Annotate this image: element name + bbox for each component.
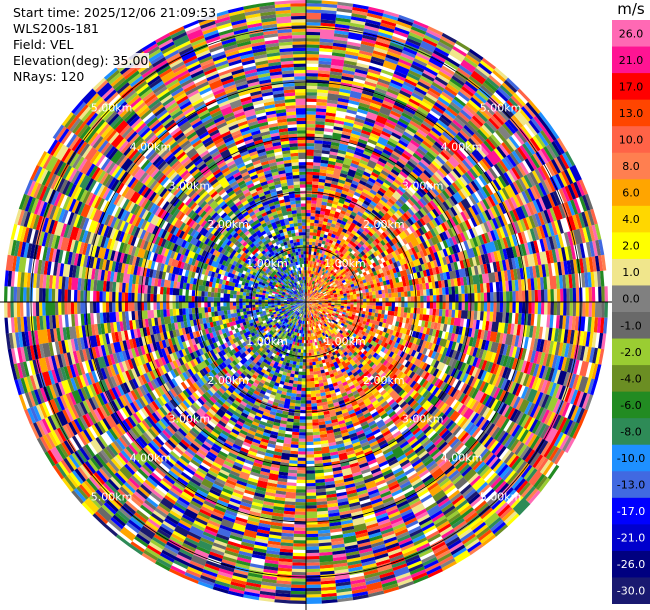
colorbar-unit: m/s — [617, 0, 645, 18]
velocity-gate-group — [16, 1, 602, 603]
velocity-gate-group — [4, 15, 604, 604]
colorbar-tick-label: 8.0 — [622, 160, 640, 173]
range-ring-label: 3.00km — [169, 413, 211, 426]
colorbar-segment — [612, 312, 650, 340]
range-ring-label: 1.00km — [246, 335, 288, 348]
range-ring-label: 1.00km — [324, 257, 366, 270]
colorbar-tick-label: 1.0 — [622, 266, 640, 279]
range-ring-label: 2.00km — [207, 218, 249, 231]
range-ring-label: 5.00km — [91, 491, 133, 504]
range-ring-label: 1.00km — [246, 257, 288, 270]
colorbar-segment — [612, 179, 650, 207]
colorbar-tick-label: -21.0 — [617, 532, 645, 545]
colorbar-segment — [612, 550, 650, 579]
colorbar-segment — [612, 497, 650, 525]
nrays-label: NRays: 120 — [12, 69, 86, 84]
colorbar-segment — [612, 152, 650, 180]
colorbar-segment — [612, 577, 650, 604]
start-time-label: Start time: 2025/12/06 21:09:53 — [12, 5, 218, 20]
colorbar-tick-label: 10.0 — [619, 133, 644, 146]
colorbar-segment — [612, 20, 650, 48]
colorbar-segment — [612, 365, 650, 393]
colorbar-segment — [612, 444, 650, 472]
colorbar-segment — [612, 524, 650, 552]
colorbar-tick-label: -10.0 — [617, 452, 645, 465]
colorbar-segment — [612, 126, 650, 154]
velocity-gate-group — [4, 1, 605, 595]
range-ring-label: 3.00km — [402, 413, 444, 426]
colorbar-segment — [612, 418, 650, 446]
colorbar-tick-label: 13.0 — [619, 107, 644, 120]
colorbar-tick-label: -4.0 — [620, 372, 641, 385]
colorbar-segment — [612, 73, 650, 101]
instrument-label: WLS200s-181 — [12, 21, 100, 36]
range-ring-label: 2.00km — [363, 374, 405, 387]
range-ring-label: 2.00km — [363, 218, 405, 231]
colorbar-segment — [612, 99, 650, 127]
velocity-gate-group — [13, 3, 608, 587]
colorbar-segment — [612, 391, 650, 419]
range-ring-label: 5.00km — [480, 491, 522, 504]
colorbar-segment — [612, 232, 650, 260]
colorbar-tick-label: -6.0 — [620, 399, 641, 412]
colorbar-tick-label: -13.0 — [617, 479, 645, 492]
colorbar-segment — [612, 338, 650, 366]
range-ring-label: 5.00km — [91, 102, 133, 115]
velocity-gate-group — [20, 13, 586, 598]
range-ring-label: 3.00km — [169, 179, 211, 192]
range-ring-label: 4.00km — [441, 452, 483, 465]
colorbar-segment — [612, 285, 650, 313]
velocity-gate-group — [12, 3, 599, 594]
colorbar-tick-label: 21.0 — [619, 54, 644, 67]
range-rings — [0, 0, 612, 610]
colorbar-tick-label: -1.0 — [620, 319, 641, 332]
range-ring-label: 4.00km — [130, 140, 172, 153]
colorbar-tick-label: 17.0 — [619, 80, 644, 93]
velocity-gate-group — [4, 3, 602, 598]
range-ring-label: 5.00km — [480, 102, 522, 115]
colorbar-segment — [612, 46, 650, 74]
range-ring-label: 4.00km — [130, 452, 172, 465]
range-ring-label: 2.00km — [207, 374, 249, 387]
range-ring-label: 4.00km — [441, 140, 483, 153]
colorbar-tick-label: 4.0 — [622, 213, 640, 226]
colorbar-tick-label: -30.0 — [617, 585, 645, 598]
colorbar-segment — [612, 471, 650, 499]
colorbar-segment — [612, 205, 650, 233]
colorbar-tick-label: -8.0 — [620, 425, 641, 438]
colorbar-tick-label: 0.0 — [622, 293, 640, 306]
colorbar-tick-label: 6.0 — [622, 187, 640, 200]
colorbar-tick-label: 2.0 — [622, 240, 640, 253]
colorbar-tick-label: -26.0 — [617, 558, 645, 571]
colorbar-tick-label: -2.0 — [620, 346, 641, 359]
field-label: Field: VEL — [12, 37, 75, 52]
elevation-label: Elevation(deg): 35.00 — [12, 53, 150, 68]
colorbar: 26.0 21.0 17.0 13.0 10.0 8.0 6.0 4.0 2.0 1.0 0.0 -1… — [612, 20, 650, 604]
range-ring-label: 1.00km — [324, 335, 366, 348]
range-ring-label: 3.00km — [402, 179, 444, 192]
range-ring-labels: 1.00km 1.00km 1.00km 1.00km 2.00km 2.00km 2.00… — [91, 102, 522, 504]
velocity-gate-group — [29, 6, 605, 598]
colorbar-segment — [612, 258, 650, 287]
scan-info: Start time: 2025/12/06 21:09:53 WLS200s-… — [12, 5, 218, 85]
velocity-gate-group — [17, 10, 607, 582]
colorbar-tick-label: -17.0 — [617, 505, 645, 518]
colorbar-tick-label: 26.0 — [619, 27, 644, 40]
